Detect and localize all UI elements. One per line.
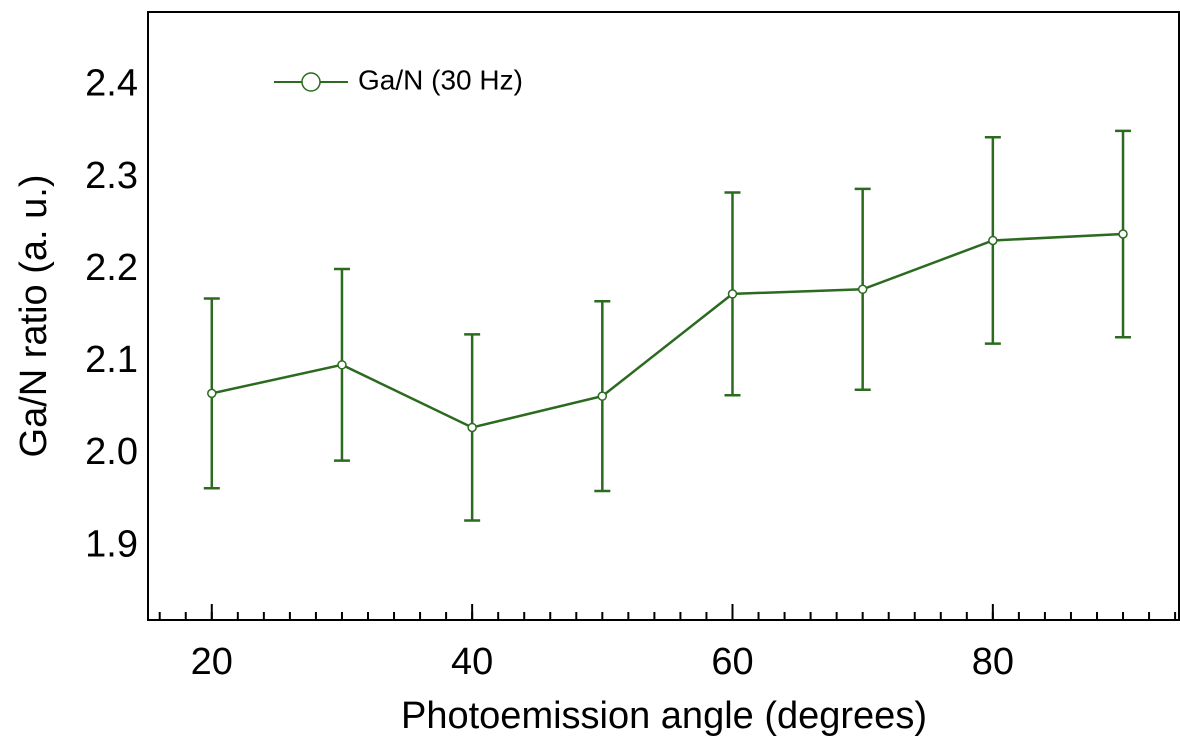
data-point: [207, 388, 217, 399]
x-tick-label: 60: [711, 641, 753, 683]
x-tick-label: 40: [451, 641, 493, 683]
y-tick-label: 2.4: [85, 63, 138, 105]
data-point: [467, 422, 477, 433]
legend-marker: [301, 72, 321, 92]
legend-label: Ga/N (30 Hz): [358, 64, 523, 95]
y-tick-label: 2.2: [85, 247, 138, 289]
y-axis-label: Ga/N ratio (a. u.): [13, 175, 55, 458]
data-point: [988, 235, 998, 246]
data-point: [597, 391, 608, 401]
y-tick-label: 2.3: [85, 155, 138, 197]
data-point: [1118, 229, 1128, 239]
x-tick-label: 20: [191, 641, 233, 683]
data-point: [337, 360, 347, 370]
data-point: [727, 289, 738, 299]
y-tick-label: 2.0: [85, 431, 138, 473]
plot-frame: [147, 11, 1180, 621]
data-point: [857, 284, 868, 295]
x-axis-label: Photoemission angle (degrees): [401, 695, 927, 737]
x-tick-label: 80: [972, 641, 1014, 683]
y-tick-label: 2.1: [85, 339, 138, 381]
y-tick-label: 1.9: [85, 523, 138, 565]
series-line: [211, 232, 1124, 429]
